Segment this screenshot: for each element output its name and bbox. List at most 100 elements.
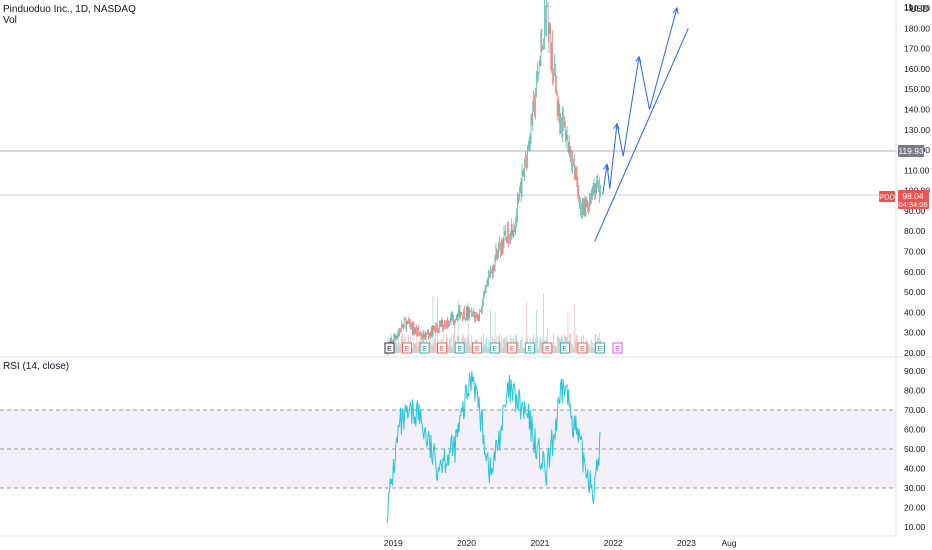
earnings-marker[interactable]: E bbox=[577, 342, 588, 354]
volume-bar bbox=[567, 311, 569, 353]
volume-bar bbox=[487, 348, 489, 353]
earnings-marker[interactable]: E bbox=[402, 342, 412, 354]
projection-trendline[interactable] bbox=[594, 28, 689, 242]
volume-bar bbox=[418, 341, 419, 353]
price-tick-label: 70.00 bbox=[904, 247, 926, 257]
earnings-marker[interactable]: E bbox=[507, 342, 518, 354]
earnings-marker[interactable]: E bbox=[559, 342, 570, 354]
volume-bar bbox=[469, 341, 471, 353]
earnings-marker[interactable]: E bbox=[419, 342, 430, 354]
price-tick-label: 190.00 bbox=[904, 3, 930, 13]
price-tick-label: 180.00 bbox=[904, 23, 930, 33]
rsi-tick-label: 90.00 bbox=[904, 366, 926, 376]
volume-bar bbox=[518, 341, 519, 353]
volume-bar bbox=[454, 321, 455, 353]
volume-bar bbox=[526, 301, 527, 353]
volume-bar bbox=[574, 340, 576, 353]
volume-bar bbox=[589, 343, 590, 353]
earnings-marker[interactable]: E bbox=[454, 342, 465, 354]
earnings-marker[interactable]: E bbox=[472, 342, 483, 354]
volume-bar bbox=[486, 337, 488, 353]
bar-countdown: 04:34:06 bbox=[898, 200, 927, 209]
svg-text:E: E bbox=[527, 346, 532, 353]
volume-bar bbox=[538, 341, 540, 353]
volume-bar bbox=[535, 338, 536, 353]
price-tick-label: 130.00 bbox=[904, 125, 930, 135]
price-tick-label: 40.00 bbox=[904, 307, 926, 317]
earnings-marker[interactable]: E bbox=[595, 342, 605, 354]
time-axis[interactable]: 2019 2020 2021 2022 2023 Aug bbox=[384, 538, 737, 548]
volume-bar bbox=[570, 333, 572, 353]
volume-bar bbox=[397, 345, 399, 353]
time-tick-label: 2023 bbox=[677, 538, 696, 548]
volume-bar bbox=[413, 342, 415, 353]
svg-text:E: E bbox=[492, 346, 497, 353]
volume-bar bbox=[503, 337, 505, 353]
rsi-tick-label: 80.00 bbox=[904, 386, 926, 396]
volume-bar bbox=[395, 334, 397, 353]
earnings-marker[interactable]: E bbox=[612, 342, 623, 354]
rsi-tick-label: 20.00 bbox=[904, 503, 926, 513]
earnings-marker[interactable]: E bbox=[384, 342, 395, 354]
volume-bar bbox=[517, 339, 518, 353]
price-tick-label: 50.00 bbox=[904, 287, 926, 297]
volume-bar bbox=[558, 336, 560, 353]
volume-bar bbox=[465, 336, 466, 353]
rsi-axis[interactable]: 90.00 80.00 70.00 60.00 50.00 40.00 30.00 20.00… bbox=[904, 366, 926, 532]
earnings-marker[interactable]: E bbox=[437, 342, 448, 354]
volume-bar bbox=[490, 308, 491, 353]
volume-bar bbox=[399, 342, 401, 353]
projection-path[interactable] bbox=[602, 7, 678, 195]
svg-text:E: E bbox=[545, 346, 550, 353]
volume-bar bbox=[537, 348, 539, 353]
volume-bar bbox=[521, 336, 523, 353]
volume-bar bbox=[576, 335, 578, 353]
volume-bar bbox=[494, 311, 496, 353]
volume-bar bbox=[500, 341, 501, 353]
svg-text:E: E bbox=[563, 346, 568, 353]
time-tick-label: Aug bbox=[721, 538, 736, 548]
time-tick-label: 2020 bbox=[457, 538, 476, 548]
volume-bar bbox=[591, 342, 593, 353]
symbol-title[interactable]: Pinduoduo Inc., 1D, NASDAQ bbox=[3, 4, 136, 15]
price-tick-label: 30.00 bbox=[904, 328, 926, 338]
earnings-marker[interactable]: E bbox=[489, 342, 500, 354]
svg-text:E: E bbox=[440, 346, 445, 353]
svg-text:E: E bbox=[580, 346, 585, 353]
volume-bar bbox=[554, 344, 555, 353]
volume-bar bbox=[471, 335, 473, 353]
volume-bar bbox=[416, 338, 418, 353]
volume-bar bbox=[488, 339, 490, 353]
volume-bar bbox=[506, 335, 508, 353]
rsi-tick-label: 70.00 bbox=[904, 405, 926, 415]
volume-bar bbox=[431, 345, 433, 353]
volume-bar bbox=[417, 346, 419, 353]
volume-bar bbox=[587, 340, 589, 353]
projection-drawing[interactable] bbox=[594, 6, 689, 242]
earnings-marker[interactable]: E bbox=[542, 342, 553, 354]
volume-bar bbox=[430, 343, 432, 353]
volume-bar bbox=[536, 310, 537, 353]
volume-bar bbox=[484, 345, 486, 353]
volume-bar bbox=[415, 342, 417, 353]
earnings-marker[interactable]: E bbox=[524, 342, 535, 354]
volume-bar bbox=[504, 337, 506, 353]
volume-bar bbox=[468, 335, 470, 353]
volume-bar bbox=[435, 333, 437, 353]
ticker-badge[interactable]: PDD bbox=[879, 191, 895, 202]
rsi-pane[interactable] bbox=[0, 370, 896, 524]
volume-bar bbox=[412, 336, 414, 353]
rsi-legend[interactable]: RSI (14, close) bbox=[3, 361, 70, 372]
rsi-line bbox=[386, 370, 601, 524]
projection-arrowhead bbox=[603, 163, 610, 171]
svg-text:E: E bbox=[598, 346, 603, 353]
currency-label[interactable]: USD bbox=[910, 4, 930, 14]
volume-bar bbox=[457, 300, 459, 353]
volume-legend[interactable]: Vol bbox=[3, 15, 17, 26]
volume-bar bbox=[591, 339, 592, 353]
svg-text:E: E bbox=[510, 346, 515, 353]
volume-bar bbox=[450, 347, 452, 353]
